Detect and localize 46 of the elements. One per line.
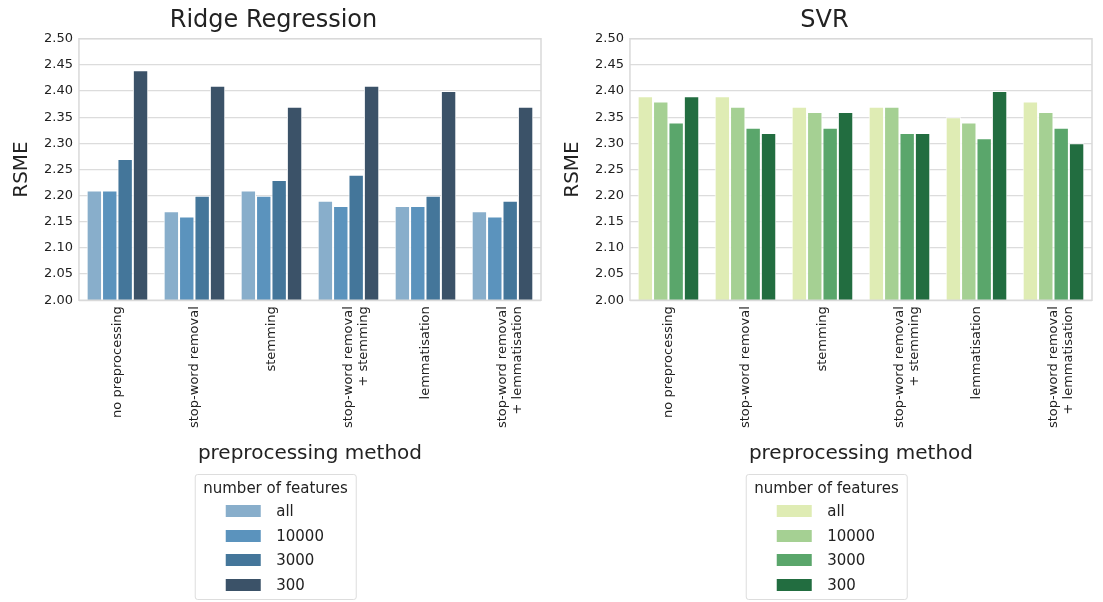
legend-label: 300 <box>827 575 856 594</box>
y-tick-label: 2.50 <box>43 30 73 46</box>
x-tick-label: stop-word removal <box>185 306 201 429</box>
y-tick-label: 2.10 <box>594 239 624 255</box>
legend-label: 300 <box>276 575 305 594</box>
y-tick-label: 2.10 <box>43 239 73 255</box>
legend-label: 10000 <box>827 526 875 545</box>
y-axis-title: RSME <box>8 141 33 198</box>
chart-title: SVR <box>800 4 849 33</box>
y-tick-label: 2.40 <box>594 82 624 98</box>
y-tick-label: 2.25 <box>43 160 73 176</box>
y-tick-label: 2.20 <box>594 187 624 203</box>
y-tick-label: 2.35 <box>43 108 73 124</box>
x-tick-label: lemmatisation <box>416 306 432 400</box>
y-axis-title: RSME <box>559 141 584 198</box>
x-tick-label: stop-word removal <box>736 306 752 429</box>
x-tick-label: stemming <box>813 306 829 372</box>
y-tick-label: 2.30 <box>594 134 624 150</box>
y-tick-label: 2.30 <box>43 134 73 150</box>
y-tick-label: 2.15 <box>594 213 624 229</box>
y-tick-label: 2.00 <box>43 291 73 307</box>
legend-title: number of features <box>754 479 899 497</box>
legend-title: number of features <box>203 479 348 497</box>
y-tick-label: 2.05 <box>594 265 624 281</box>
x-tick-label: lemmatisation <box>967 306 983 400</box>
chart-title: Ridge Regression <box>169 4 378 33</box>
x-axis-title: preprocessing method <box>197 440 423 465</box>
legend-label: 3000 <box>276 551 315 570</box>
legend-label: 10000 <box>276 526 324 545</box>
y-tick-label: 2.15 <box>43 213 73 229</box>
y-tick-label: 2.40 <box>43 82 73 98</box>
y-tick-label: 2.45 <box>43 56 73 72</box>
y-tick-label: 2.20 <box>43 187 73 203</box>
x-tick-label: no preprocessing <box>659 306 675 418</box>
y-tick-label: 2.50 <box>594 30 624 46</box>
y-tick-label: 2.45 <box>594 56 624 72</box>
y-tick-label: 2.25 <box>594 160 624 176</box>
legend-label: all <box>276 502 294 521</box>
x-tick-label: no preprocessing <box>108 306 124 418</box>
x-axis-title: preprocessing method <box>748 440 974 465</box>
legend-label: 3000 <box>827 551 866 570</box>
y-tick-label: 2.00 <box>594 291 624 307</box>
y-tick-label: 2.35 <box>594 108 624 124</box>
x-tick-label: stemming <box>262 306 278 372</box>
legend-label: all <box>827 502 845 521</box>
y-tick-label: 2.05 <box>43 265 73 281</box>
